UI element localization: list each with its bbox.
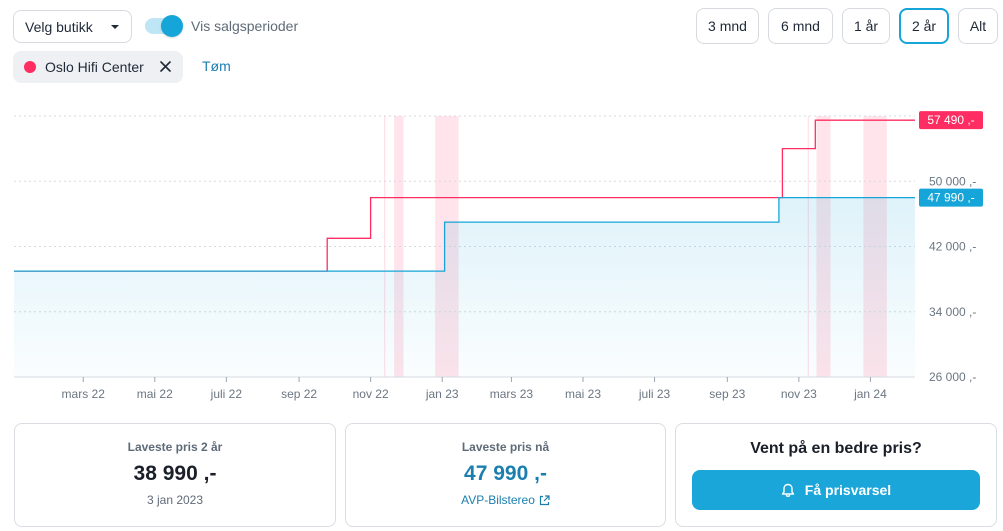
store-link-label: AVP-Bilstereo	[461, 493, 535, 507]
price-chart-svg: 58 000 ,-50 000 ,-42 000 ,-34 000 ,-26 0…	[14, 109, 983, 401]
end-label-bg	[919, 188, 983, 207]
range-2y-button[interactable]: 2 år	[899, 8, 949, 44]
x-tick-label: mars 23	[490, 387, 534, 401]
range-1y-button[interactable]: 1 år	[842, 8, 890, 44]
x-tick-label: mai 22	[137, 387, 173, 401]
series-end-label: 57 490 ,-	[919, 111, 983, 130]
x-tick-label: jan 23	[425, 387, 459, 401]
price-history-chart: 58 000 ,-50 000 ,-42 000 ,-34 000 ,-26 0…	[0, 96, 1003, 408]
toggle-switch[interactable]	[145, 15, 183, 37]
external-link-icon	[539, 494, 550, 505]
chip-label: Oslo Hifi Center	[45, 59, 144, 75]
x-tick-label: juli 22	[210, 387, 243, 401]
lowest-price-label: Laveste pris 2 år	[127, 440, 223, 454]
end-label-text: 47 990 ,-	[927, 191, 974, 205]
current-lowest-label: Laveste pris nå	[461, 440, 550, 454]
chevron-down-icon	[111, 25, 119, 29]
price-alert-button[interactable]: Få prisvarsel	[692, 470, 980, 510]
lowest-price-card: Laveste pris 2 år 38 990 ,- 3 jan 2023	[14, 423, 336, 527]
end-label-text: 57 490 ,-	[927, 113, 974, 127]
toggle-label: Vis salgsperioder	[191, 18, 299, 34]
x-tick-label: jan 24	[853, 387, 887, 401]
series-area	[14, 197, 915, 377]
store-select-label: Velg butikk	[25, 18, 93, 35]
x-tick-label: juli 23	[638, 387, 671, 401]
sales-periods-toggle[interactable]: Vis salgsperioder	[145, 14, 298, 38]
x-tick-label: sep 23	[709, 387, 745, 401]
y-tick-label: 26 000 ,-	[929, 370, 976, 384]
toggle-knob	[161, 15, 183, 37]
price-alert-title: Vent på en bedre pris?	[750, 440, 922, 457]
close-icon[interactable]	[160, 61, 171, 72]
series-end-label: 47 990 ,-	[919, 188, 983, 207]
store-color-dot	[24, 61, 36, 73]
clear-filters-link[interactable]: Tøm	[202, 58, 231, 74]
sale-period-band	[394, 116, 404, 377]
series-line-1	[14, 119, 915, 272]
range-selector: 3 mnd 6 mnd 1 år 2 år Alt	[696, 8, 998, 44]
price-alert-card: Vent på en bedre pris? Få prisvarsel	[675, 423, 997, 527]
x-tick-label: mai 23	[565, 387, 601, 401]
store-select[interactable]: Velg butikk	[13, 10, 132, 43]
range-3m-button[interactable]: 3 mnd	[696, 8, 759, 44]
lowest-price-value: 38 990 ,-	[133, 462, 217, 485]
bell-icon	[781, 483, 794, 497]
current-lowest-card: Laveste pris nå 47 990 ,- AVP-Bilstereo	[345, 423, 666, 527]
y-tick-label: 34 000 ,-	[929, 305, 976, 319]
x-tick-label: sep 22	[281, 387, 317, 401]
x-tick-label: nov 23	[781, 387, 817, 401]
lowest-price-date: 3 jan 2023	[146, 493, 204, 507]
range-all-button[interactable]: Alt	[958, 8, 998, 44]
range-6m-button[interactable]: 6 mnd	[768, 8, 833, 44]
x-tick-label: mars 22	[62, 387, 106, 401]
y-tick-label: 42 000 ,-	[929, 240, 976, 254]
store-filter-chip[interactable]: Oslo Hifi Center	[13, 51, 183, 83]
price-alert-button-label: Få prisvarsel	[804, 482, 892, 498]
store-link[interactable]: AVP-Bilstereo	[346, 493, 665, 507]
x-tick-label: nov 22	[353, 387, 389, 401]
series-line-2	[14, 196, 915, 272]
end-label-bg	[919, 111, 983, 130]
y-tick-label: 50 000 ,-	[929, 174, 976, 188]
current-lowest-value: 47 990 ,-	[464, 462, 547, 485]
